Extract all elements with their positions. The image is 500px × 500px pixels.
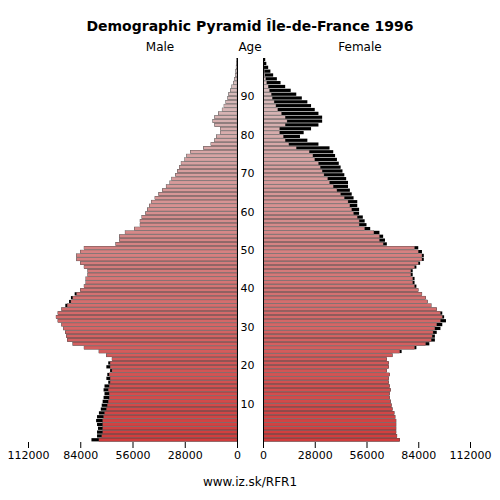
html-text:www.iz.sk/RFR1: www.iz.sk/RFR1	[203, 475, 297, 489]
svg-text:10: 10	[241, 398, 255, 411]
svg-text:20: 20	[241, 359, 255, 372]
svg-text:50: 50	[241, 244, 255, 257]
svg-text:112000: 112000	[450, 449, 492, 462]
svg-text:112000: 112000	[8, 449, 50, 462]
html-text:Age: Age	[238, 40, 262, 54]
svg-text:56000: 56000	[116, 449, 151, 462]
svg-text:30: 30	[241, 321, 255, 334]
svg-text:28000: 28000	[168, 449, 203, 462]
svg-text:84000: 84000	[401, 449, 436, 462]
svg-text:0: 0	[260, 449, 267, 462]
svg-text:70: 70	[241, 167, 255, 180]
html-text:Demographic Pyramid Île-de-Fra: Demographic Pyramid Île-de-France 1996	[86, 18, 414, 34]
svg-text:28000: 28000	[298, 449, 333, 462]
svg-text:40: 40	[241, 282, 255, 295]
svg-text:56000: 56000	[350, 449, 385, 462]
html-text:Male: Male	[145, 40, 175, 54]
svg-text:90: 90	[241, 90, 255, 103]
svg-text:0: 0	[234, 449, 241, 462]
html-text:Female: Female	[338, 40, 382, 54]
svg-text:80: 80	[241, 129, 255, 142]
svg-text:60: 60	[241, 206, 255, 219]
svg-text:84000: 84000	[63, 449, 98, 462]
